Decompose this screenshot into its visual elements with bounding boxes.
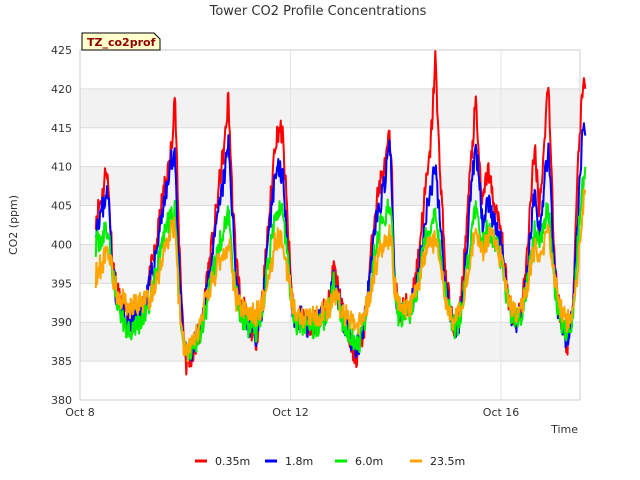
legend-label: 0.35m bbox=[215, 455, 250, 468]
y-tick-label: 420 bbox=[51, 83, 72, 96]
y-tick-label: 395 bbox=[51, 277, 72, 290]
series-line-23.5m bbox=[94, 188, 587, 363]
legend-label: 1.8m bbox=[285, 455, 313, 468]
y-tick-label: 385 bbox=[51, 355, 72, 368]
badge-box bbox=[81, 32, 161, 51]
x-axis-label: Time bbox=[550, 423, 578, 436]
band-0 bbox=[80, 322, 580, 362]
y-tick-label: 400 bbox=[51, 238, 72, 251]
x-tick-label: Oct 8 bbox=[65, 406, 95, 419]
y-tick-label: 415 bbox=[51, 122, 72, 135]
legend-item: 6.0m bbox=[335, 455, 383, 468]
x-tick-label: Oct 16 bbox=[483, 406, 520, 419]
x-tick-label: Oct 12 bbox=[272, 406, 309, 419]
legend-item: 1.8m bbox=[265, 455, 313, 468]
y-tick-label: 405 bbox=[51, 200, 72, 213]
badge-label: TZ_co2prof bbox=[87, 36, 156, 49]
y-tick-label: 390 bbox=[51, 316, 72, 329]
series-badge: TZ_co2prof bbox=[81, 32, 161, 51]
legend: 0.35m 1.8m 6.0m 23.5m bbox=[195, 455, 465, 468]
y-tick-label: 425 bbox=[51, 44, 72, 57]
series-lines bbox=[94, 50, 587, 376]
legend-item: 23.5m bbox=[410, 455, 465, 468]
y-axis-ticks: 380 385 390 395 400 405 410 415 420 425 bbox=[51, 44, 72, 407]
chart-title: Tower CO2 Profile Concentrations bbox=[209, 4, 427, 19]
background-bands bbox=[80, 88, 580, 362]
legend-label: 23.5m bbox=[430, 455, 465, 468]
legend-label: 6.0m bbox=[355, 455, 383, 468]
y-tick-label: 410 bbox=[51, 161, 72, 174]
x-axis-ticks: Oct 8 Oct 12 Oct 16 bbox=[65, 406, 519, 419]
y-tick-label: 380 bbox=[51, 394, 72, 407]
legend-item: 0.35m bbox=[195, 455, 250, 468]
band-2 bbox=[80, 166, 580, 206]
band-3 bbox=[80, 88, 580, 128]
y-axis-label: CO2 (ppm) bbox=[7, 195, 20, 255]
